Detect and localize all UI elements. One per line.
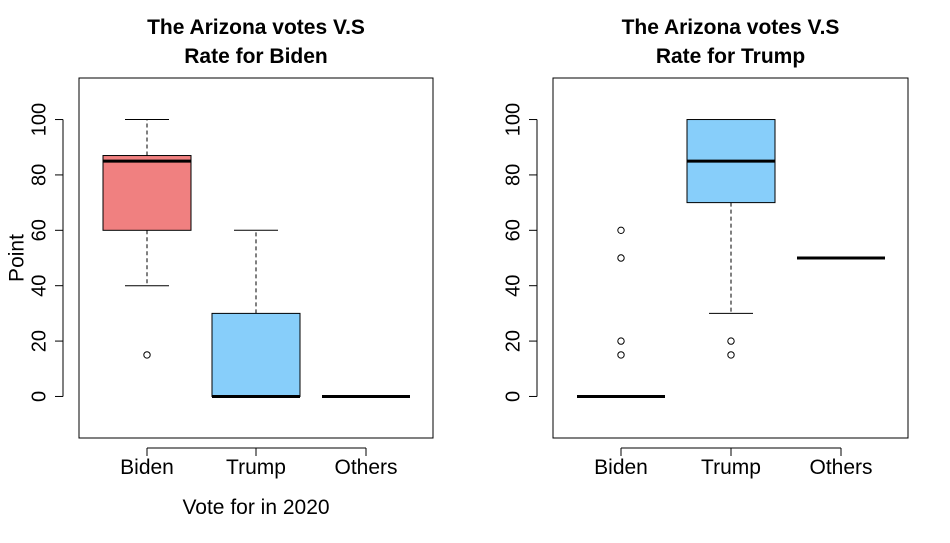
plot-frame	[552, 77, 909, 439]
y-tick-label: 60	[502, 219, 524, 241]
x-tick-label: Biden	[594, 456, 648, 479]
box-biden	[577, 226, 665, 398]
box-trump	[211, 229, 301, 398]
x-tick-label: Others	[334, 456, 397, 479]
outlier-point	[727, 337, 735, 345]
plot-frame	[78, 77, 434, 439]
box-biden	[102, 119, 192, 359]
outlier-point	[143, 351, 151, 359]
chart-title-line: The Arizona votes V.S	[622, 16, 840, 39]
y-tick-label: 100	[28, 103, 50, 136]
x-tick-label: Biden	[120, 456, 174, 479]
chart-panel-1: The Arizona votes V.S Rate for Biden 0 20 40…	[6, 16, 434, 519]
y-axis-label: Point	[6, 234, 29, 282]
box-body	[102, 155, 192, 231]
chart-panel-2: The Arizona votes V.S Rate for Trump 0 20 40…	[502, 16, 909, 479]
outlier-point	[617, 226, 625, 235]
x-tick-label: Trump	[701, 456, 761, 479]
outlier-point	[617, 254, 625, 262]
y-tick-label: 0	[28, 391, 50, 402]
y-tick-label: 80	[28, 164, 50, 186]
x-tick-label: Others	[809, 456, 872, 479]
chart-title-line: Rate for Trump	[656, 45, 805, 68]
outlier-point	[727, 351, 735, 359]
y-tick-label: 80	[502, 164, 524, 186]
chart-title-line: The Arizona votes V.S	[147, 16, 365, 39]
y-tick-label: 0	[502, 391, 524, 402]
chart-title-line: Rate for Biden	[184, 45, 328, 68]
y-tick-label: 40	[502, 275, 524, 297]
box-body	[211, 312, 301, 397]
x-tick-label: Trump	[226, 456, 286, 479]
box-trump	[686, 119, 776, 359]
y-tick-label: 20	[28, 330, 50, 352]
outlier-point	[617, 337, 625, 345]
y-tick-label: 40	[28, 275, 50, 297]
y-tick-label: 20	[502, 330, 524, 352]
x-axis-label: Vote for in 2020	[182, 496, 329, 519]
y-tick-label: 60	[28, 219, 50, 241]
y-tick-label: 100	[502, 103, 524, 136]
outlier-point	[617, 351, 625, 359]
